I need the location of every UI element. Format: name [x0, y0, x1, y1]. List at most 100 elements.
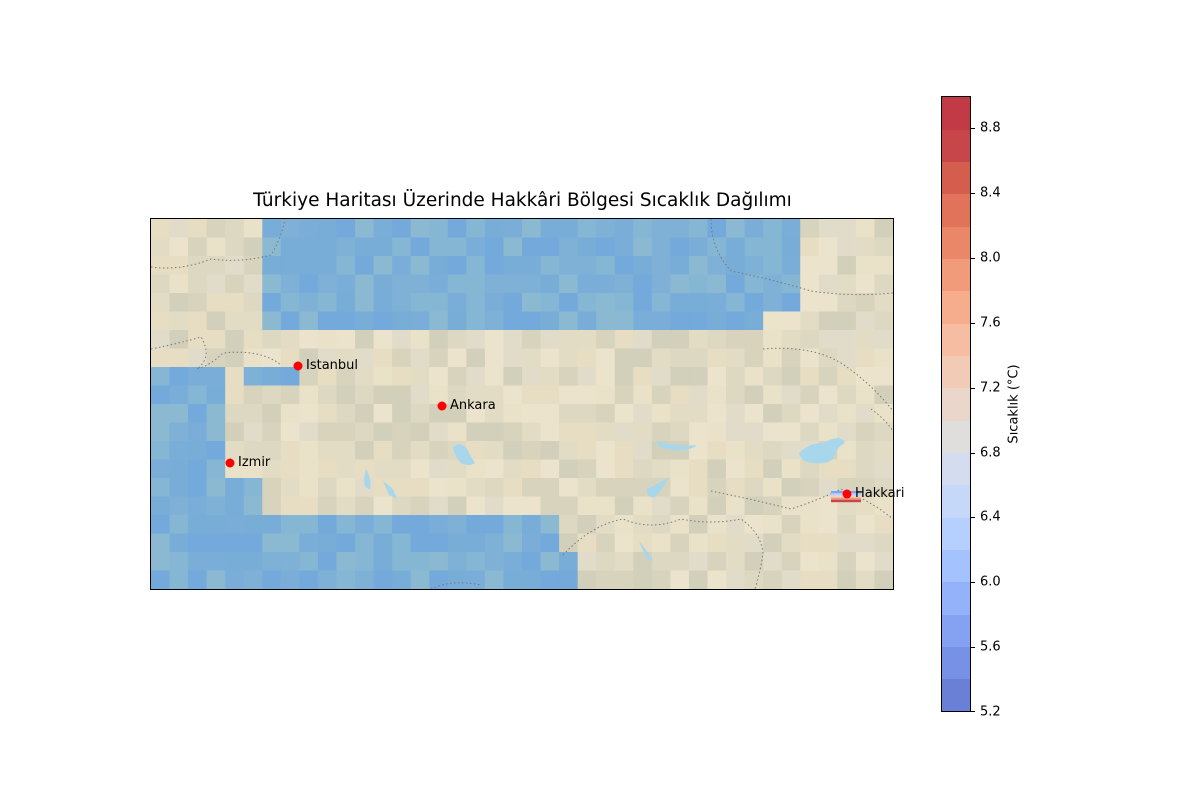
terrain-cell	[280, 385, 300, 405]
terrain-cell	[874, 330, 893, 350]
terrain-cell	[206, 404, 226, 424]
terrain-cell	[466, 348, 486, 368]
terrain-cell	[540, 533, 560, 553]
terrain-cell	[670, 422, 690, 442]
terrain-cell	[837, 311, 857, 331]
terrain-cell	[280, 256, 300, 276]
terrain-cell	[837, 330, 857, 350]
terrain-cell	[744, 385, 764, 405]
terrain-cell	[855, 237, 876, 257]
terrain-cell	[800, 552, 820, 572]
terrain-cell	[169, 441, 189, 461]
terrain-cell	[466, 478, 486, 498]
terrain-cell	[651, 570, 671, 589]
terrain-cell	[818, 385, 838, 405]
terrain-cell	[299, 515, 319, 535]
terrain-cell	[540, 385, 560, 405]
terrain-cell	[429, 311, 449, 331]
terrain-cell	[559, 404, 579, 424]
terrain-cell	[188, 552, 208, 572]
terrain-cell	[540, 404, 560, 424]
terrain-cell	[206, 348, 226, 368]
terrain-cell	[651, 311, 671, 331]
colorbar-tick	[971, 452, 975, 454]
terrain-cell	[781, 385, 801, 405]
terrain-cell	[243, 293, 263, 313]
terrain-cell	[206, 552, 226, 572]
terrain-cell	[429, 330, 449, 350]
terrain-cell	[466, 404, 486, 424]
terrain-cell	[243, 533, 263, 553]
terrain-cell	[688, 441, 709, 461]
terrain-cell	[373, 459, 393, 479]
terrain-cell	[707, 496, 727, 516]
terrain-cell	[410, 348, 430, 368]
terrain-cell	[392, 552, 412, 572]
terrain-cell	[206, 496, 226, 516]
terrain-cell	[874, 459, 893, 479]
terrain-cell	[614, 256, 634, 276]
colorbar-segment	[942, 290, 970, 324]
terrain-cell	[837, 237, 857, 257]
terrain-cell	[206, 515, 226, 535]
terrain-cell	[243, 385, 263, 405]
terrain-cell	[503, 570, 523, 589]
terrain-cell	[855, 441, 876, 461]
terrain-cell	[855, 219, 876, 239]
colorbar-tick	[971, 193, 975, 195]
terrain-cell	[707, 237, 727, 257]
terrain-cell	[874, 348, 893, 368]
terrain-cell	[707, 422, 727, 442]
terrain-cell	[280, 552, 300, 572]
terrain-cell	[707, 367, 727, 387]
terrain-cell	[633, 496, 653, 516]
terrain-cell	[837, 459, 857, 479]
terrain-cell	[763, 478, 783, 498]
terrain-cell	[151, 256, 171, 276]
terrain-cell	[447, 274, 467, 294]
city-marker-istanbul	[293, 361, 303, 371]
terrain-cell	[262, 533, 282, 553]
terrain-cell	[837, 348, 857, 368]
colorbar-segment	[942, 484, 970, 518]
terrain-cell	[188, 515, 208, 535]
terrain-cell	[559, 515, 579, 535]
terrain-cell	[726, 348, 746, 368]
terrain-cell	[577, 237, 597, 257]
terrain-cell	[559, 552, 579, 572]
terrain-cell	[651, 533, 671, 553]
terrain-cell	[373, 570, 393, 589]
terrain-cell	[670, 237, 690, 257]
terrain-cell	[781, 570, 801, 589]
terrain-cell	[726, 237, 746, 257]
terrain-cell	[707, 256, 727, 276]
terrain-cell	[410, 293, 430, 313]
terrain-cell	[355, 237, 375, 257]
terrain-cell	[688, 274, 709, 294]
colorbar-label: Sıcaklık (°C)	[1006, 364, 1022, 444]
terrain-cell	[410, 330, 430, 350]
terrain-cell	[410, 552, 430, 572]
terrain-cell	[855, 274, 876, 294]
terrain-cell	[670, 274, 690, 294]
terrain-cell	[781, 459, 801, 479]
terrain-cell	[707, 293, 727, 313]
terrain-cell	[818, 330, 838, 350]
terrain-cell	[243, 552, 263, 572]
terrain-cell	[373, 515, 393, 535]
terrain-cell	[317, 570, 338, 589]
terrain-cell	[707, 459, 727, 479]
terrain-cell	[633, 348, 653, 368]
terrain-cell	[837, 552, 857, 572]
colorbar-segment	[942, 581, 970, 615]
terrain-cell	[262, 459, 282, 479]
terrain-cell	[466, 441, 486, 461]
terrain-cell	[151, 367, 171, 387]
terrain-cell	[169, 459, 189, 479]
terrain-cell	[503, 385, 523, 405]
terrain-cell	[151, 404, 171, 424]
terrain-cell	[355, 533, 375, 553]
terrain-cell	[577, 478, 597, 498]
terrain-cell	[577, 459, 597, 479]
terrain-cell	[188, 311, 208, 331]
